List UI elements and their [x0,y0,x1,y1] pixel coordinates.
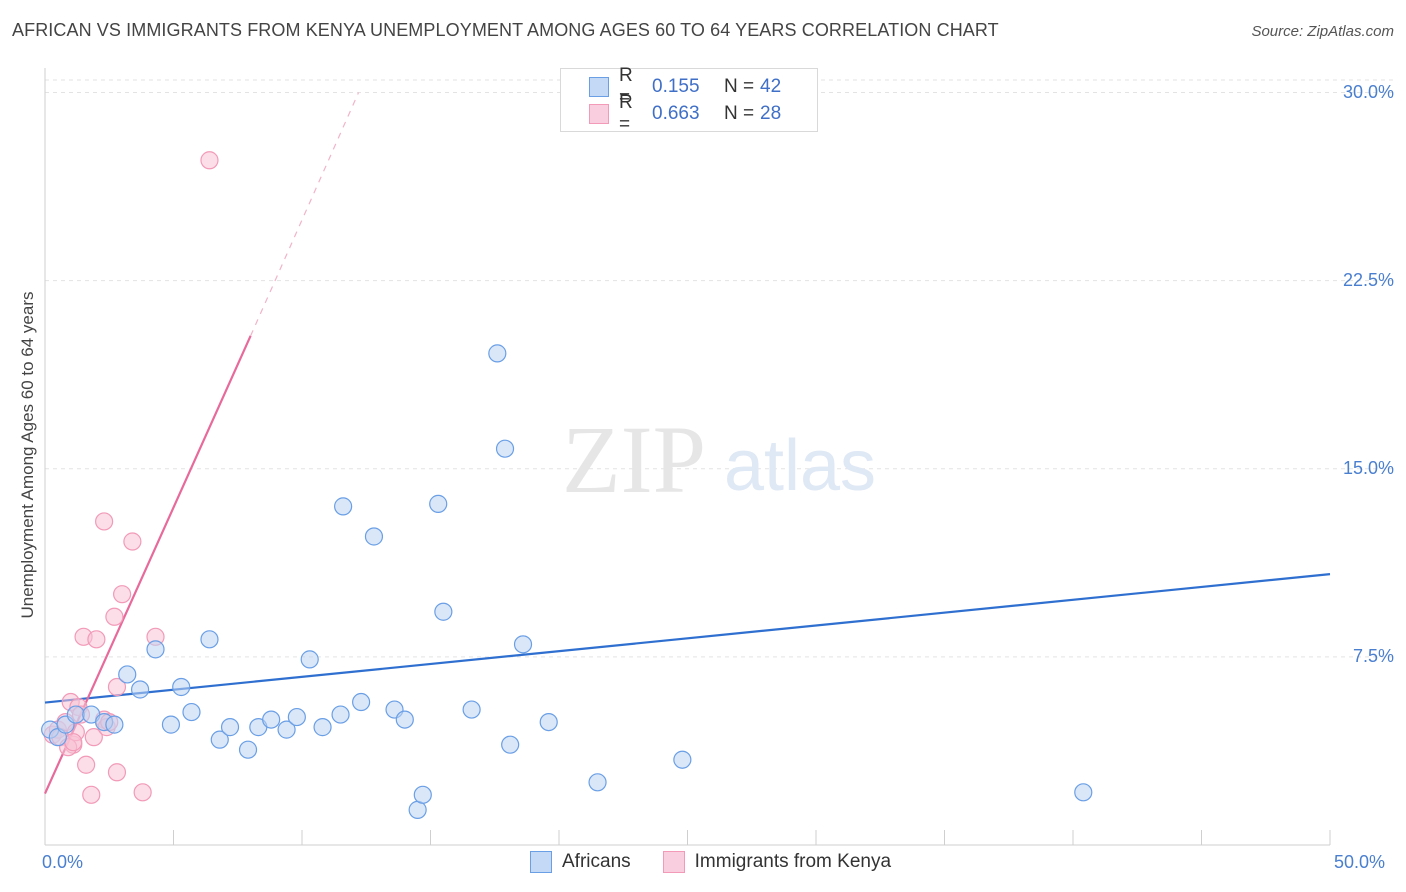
point-africans [495,439,515,458]
point-africans [105,715,124,734]
correlation-legend: R = 0.155 N = 42 R = 0.663 N = 28 [560,65,818,135]
point-africans [66,705,85,724]
point-africans [673,750,692,769]
point-kenya [107,763,127,782]
point-africans [277,720,296,739]
point-africans [210,730,229,749]
r-label: R = [619,92,633,135]
y-tick-label: 22.5% [1342,269,1394,290]
point-kenya [77,755,96,774]
x-tick-label-max: 50.0% [1334,852,1386,872]
point-africans [395,710,414,729]
point-africans [488,344,507,363]
point-kenya [133,783,152,802]
y-tick-label: 15.0% [1342,457,1394,478]
y-tick-label: 7.5% [1352,645,1394,666]
point-africans [200,630,219,649]
axes [44,68,1331,846]
legend-item-africans[interactable]: Africans [530,851,631,873]
point-africans [172,677,191,697]
source-credit: Source: ZipAtlas.com [1251,23,1394,40]
legend-swatch-pink [589,104,609,124]
point-africans [287,707,306,727]
legend-label: Africans [562,851,631,872]
r-label: R = [619,65,633,108]
x-tick-label-min: 0.0% [42,852,84,872]
point-africans [501,735,520,754]
point-africans [513,635,533,654]
point-africans [146,640,165,659]
point-kenya [82,785,101,804]
chart-title: AFRICAN VS IMMIGRANTS FROM KENYA UNEMPLO… [12,20,999,40]
trend-line-africans [44,573,1331,704]
point-africans [300,650,319,669]
point-africans [588,773,607,792]
n-label: N = [724,76,755,97]
point-africans [539,712,558,732]
point-kenya [105,607,124,626]
point-africans [118,665,137,684]
n-value: 42 [760,76,782,97]
legend-row-africans: R = 0.155 N = 42 [561,65,782,108]
point-kenya [200,151,219,170]
point-africans [313,718,332,737]
point-africans [352,692,371,712]
watermark: ZIP atlas [562,406,876,513]
y-tick-label: 30.0% [1342,81,1394,102]
point-africans [262,710,281,729]
point-kenya [84,728,103,747]
point-africans [130,680,150,699]
r-value: 0.155 [652,76,700,97]
point-africans [334,497,353,516]
trend-line-kenya-extension [250,92,360,337]
legend-row-kenya: R = 0.663 N = 28 [561,92,782,135]
point-africans [161,715,181,734]
point-africans [429,494,448,513]
point-africans [1074,783,1093,802]
point-kenya [64,733,83,752]
series-legend: Africans Immigrants from Kenya [530,851,923,873]
gridlines [45,79,1395,658]
point-africans [182,702,201,722]
legend-label: Immigrants from Kenya [694,851,892,872]
point-kenya [87,630,106,649]
point-africans [434,602,453,621]
point-kenya [123,532,142,551]
legend-swatch-blue [530,851,552,873]
point-africans [408,800,427,819]
point-kenya [95,512,114,531]
point-kenya [112,585,132,604]
legend-swatch-blue [589,77,609,97]
n-label: N = [724,103,755,124]
point-africans [238,740,258,759]
point-africans [331,705,350,724]
n-value: 28 [760,103,782,124]
legend-swatch-pink [662,851,685,873]
watermark-zip: ZIP [562,406,706,513]
point-africans [364,527,384,546]
watermark-atlas: atlas [724,426,876,506]
point-kenya [107,677,127,697]
point-africans [462,700,481,719]
point-africans [220,718,240,737]
r-value: 0.663 [652,103,700,124]
legend-item-kenya[interactable]: Immigrants from Kenya [662,851,892,873]
point-africans [413,785,432,804]
